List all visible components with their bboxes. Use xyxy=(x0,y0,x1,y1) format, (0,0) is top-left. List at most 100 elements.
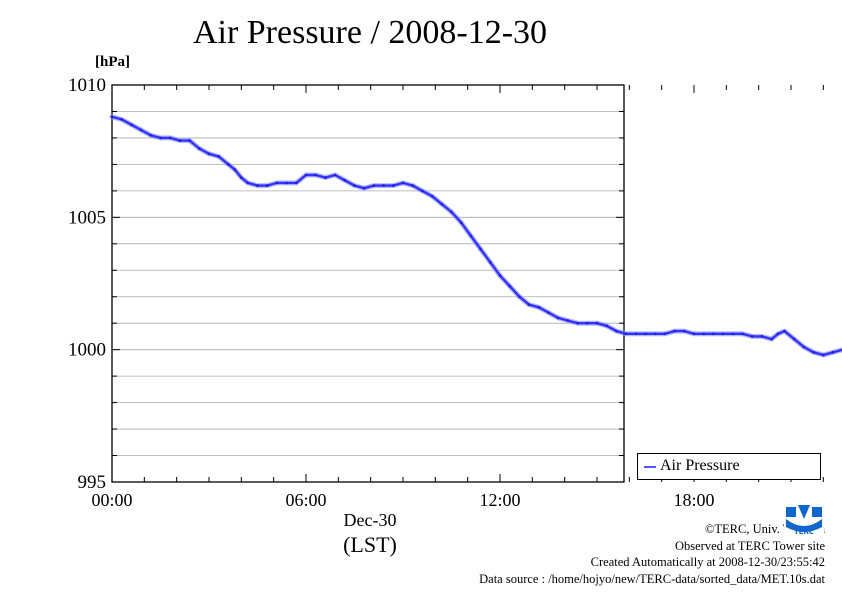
data-point xyxy=(721,332,725,336)
data-point xyxy=(469,234,473,238)
data-point xyxy=(624,332,628,336)
y-axis-unit-label: [hPa] xyxy=(95,54,130,70)
data-point xyxy=(537,305,541,309)
data-point xyxy=(353,184,356,187)
data-point xyxy=(802,345,806,349)
data-point xyxy=(770,337,773,341)
data-point xyxy=(421,189,424,193)
data-point xyxy=(168,136,172,140)
ticks: 995 1000 1005 1010 00:00 06:00 12:00 18:00 xyxy=(68,75,824,510)
data-point xyxy=(556,316,560,320)
logo-text: TERC xyxy=(794,528,814,536)
data-point xyxy=(527,303,531,307)
data-point xyxy=(702,332,706,336)
data-point xyxy=(217,155,221,158)
y-tick-label: 1000 xyxy=(68,340,106,361)
data-point xyxy=(343,178,347,182)
data-point xyxy=(265,184,269,187)
data-point xyxy=(776,332,780,336)
gridlines xyxy=(112,111,624,456)
data-point xyxy=(440,202,444,206)
data-point xyxy=(333,173,337,177)
data-point xyxy=(644,332,647,336)
data-point xyxy=(750,335,754,338)
data-point xyxy=(498,274,502,277)
data-point xyxy=(275,181,279,185)
credit-copyright: ©TERC, Univ. Tsukuba xyxy=(704,522,825,536)
data-point xyxy=(595,321,599,325)
data-point xyxy=(634,332,638,336)
credit-observed: Observed at TERC Tower site xyxy=(674,538,825,553)
series-line-halo xyxy=(109,114,842,358)
data-point xyxy=(731,332,735,336)
data-point xyxy=(227,163,230,166)
data-point xyxy=(233,168,237,172)
data-point xyxy=(362,186,366,190)
data-point xyxy=(663,332,667,336)
credit-data-source: Data source : /home/hojyo/new/TERC-data/… xyxy=(479,571,825,586)
data-point xyxy=(304,173,308,177)
data-point xyxy=(518,295,521,299)
y-tick-label: 1005 xyxy=(68,207,106,228)
data-point xyxy=(760,335,764,338)
data-point xyxy=(246,181,250,185)
data-point xyxy=(712,332,715,336)
credit-created: Created Automatically at 2008-12-30/23:5… xyxy=(590,555,825,569)
credits-block: ©TERC, Univ. Tsukuba Observed at TERC To… xyxy=(479,521,825,587)
data-point xyxy=(401,181,405,185)
series-group xyxy=(109,114,842,358)
data-point xyxy=(207,152,211,156)
data-point xyxy=(285,181,288,185)
legend-swatch xyxy=(644,466,656,468)
data-point xyxy=(692,332,696,336)
x-tick-label: 00:00 xyxy=(91,490,132,510)
data-point xyxy=(488,260,492,264)
x-tick-label: 18:00 xyxy=(673,490,714,510)
data-point xyxy=(459,221,463,225)
x-axis-timezone-label: (LST) xyxy=(343,532,397,557)
x-tick-label: 06:00 xyxy=(285,490,326,510)
data-point xyxy=(382,184,385,187)
data-point xyxy=(239,176,243,180)
data-point xyxy=(682,329,686,333)
data-point xyxy=(391,184,395,187)
data-point xyxy=(585,321,589,325)
data-point xyxy=(314,173,318,177)
data-point xyxy=(831,350,835,354)
data-point xyxy=(615,329,618,333)
data-point xyxy=(566,319,570,322)
data-point xyxy=(576,321,579,325)
data-point xyxy=(741,332,744,336)
data-point xyxy=(256,184,259,187)
data-point xyxy=(430,194,434,198)
data-point xyxy=(372,184,376,187)
data-point xyxy=(139,128,143,132)
data-point xyxy=(411,184,415,187)
data-point xyxy=(324,176,327,180)
data-point xyxy=(479,247,482,251)
y-tick-label: 1010 xyxy=(68,75,106,96)
terc-logo: TERC xyxy=(784,503,824,537)
data-point xyxy=(653,332,657,336)
data-point xyxy=(178,139,182,142)
data-point xyxy=(821,353,825,357)
data-point xyxy=(812,350,816,354)
y-tick-label: 995 xyxy=(78,472,107,493)
data-point xyxy=(159,136,162,140)
data-point xyxy=(508,284,512,288)
x-tick-label: 12:00 xyxy=(479,490,520,510)
data-point xyxy=(450,210,453,214)
x-axis-date-label: Dec-30 xyxy=(343,510,397,530)
data-point xyxy=(294,181,298,185)
data-point xyxy=(673,329,676,333)
series-line xyxy=(110,115,842,357)
data-point xyxy=(792,337,796,341)
legend: Air Pressure xyxy=(637,453,821,480)
data-point xyxy=(188,139,192,142)
data-point xyxy=(130,123,133,127)
data-point xyxy=(605,324,609,328)
data-point xyxy=(110,115,114,119)
data-point xyxy=(120,118,124,121)
chart-title: Air Pressure / 2008-12-30 xyxy=(192,14,548,51)
legend-label: Air Pressure xyxy=(660,457,740,474)
